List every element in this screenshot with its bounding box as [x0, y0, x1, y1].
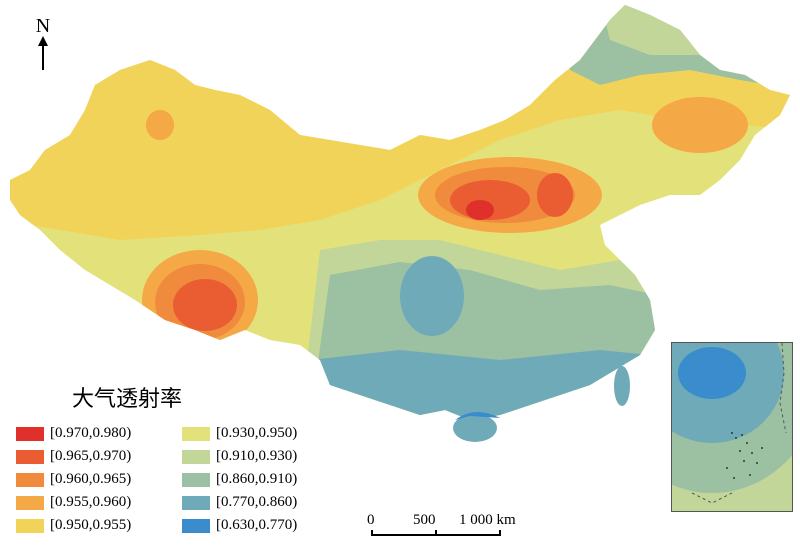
north-arrow: N	[28, 16, 58, 75]
legend-label: [0.970,0.980)	[50, 425, 132, 441]
legend-label: [0.910,0.930)	[216, 448, 298, 464]
legend-item: [0.860,0.910)	[182, 468, 297, 491]
legend-swatch	[16, 518, 44, 533]
scale-tick	[371, 530, 373, 536]
scale-label: 1 000 km	[459, 512, 516, 528]
north-label: N	[35, 15, 51, 37]
legend-label: [0.965,0.970)	[50, 448, 132, 464]
scale-tick	[435, 530, 437, 536]
legend-label: [0.955,0.960)	[50, 494, 132, 510]
legend-item: [0.955,0.960)	[16, 491, 131, 514]
legend-swatch	[182, 518, 210, 533]
legend-item: [0.910,0.930)	[182, 445, 297, 468]
legend-label: [0.860,0.910)	[216, 471, 298, 487]
scale-label: 0	[367, 512, 375, 528]
legend-column-right: [0.930,0.950) [0.910,0.930) [0.860,0.910…	[182, 422, 297, 537]
legend-label: [0.930,0.950)	[216, 425, 298, 441]
legend-item: [0.770,0.860)	[182, 491, 297, 514]
legend-label: [0.950,0.955)	[50, 517, 132, 533]
legend-item: [0.970,0.980)	[16, 422, 131, 445]
arrow-up-icon	[38, 36, 48, 70]
legend-swatch	[16, 472, 44, 487]
legend-swatch	[16, 449, 44, 464]
legend-label: [0.770,0.860)	[216, 494, 298, 510]
legend-title: 大气透射率	[72, 387, 183, 412]
legend-swatch	[16, 426, 44, 441]
legend-swatch	[182, 495, 210, 510]
south-china-sea-inset	[671, 342, 793, 512]
legend-swatch	[182, 472, 210, 487]
legend-item: [0.965,0.970)	[16, 445, 131, 468]
scale-label: 500	[413, 512, 436, 528]
legend-swatch	[16, 495, 44, 510]
legend-item: [0.930,0.950)	[182, 422, 297, 445]
legend-item: [0.960,0.965)	[16, 468, 131, 491]
legend-label: [0.960,0.965)	[50, 471, 132, 487]
scale-bar: 0 500 1 000 km	[363, 512, 563, 542]
legend-item: [0.950,0.955)	[16, 514, 131, 537]
legend-label: [0.630,0.770)	[216, 517, 298, 533]
legend-swatch	[182, 426, 210, 441]
inset-map	[672, 343, 792, 511]
scale-tick	[499, 530, 501, 536]
legend-swatch	[182, 449, 210, 464]
legend-column-left: [0.970,0.980) [0.965,0.970) [0.960,0.965…	[16, 422, 131, 537]
legend-item: [0.630,0.770)	[182, 514, 297, 537]
